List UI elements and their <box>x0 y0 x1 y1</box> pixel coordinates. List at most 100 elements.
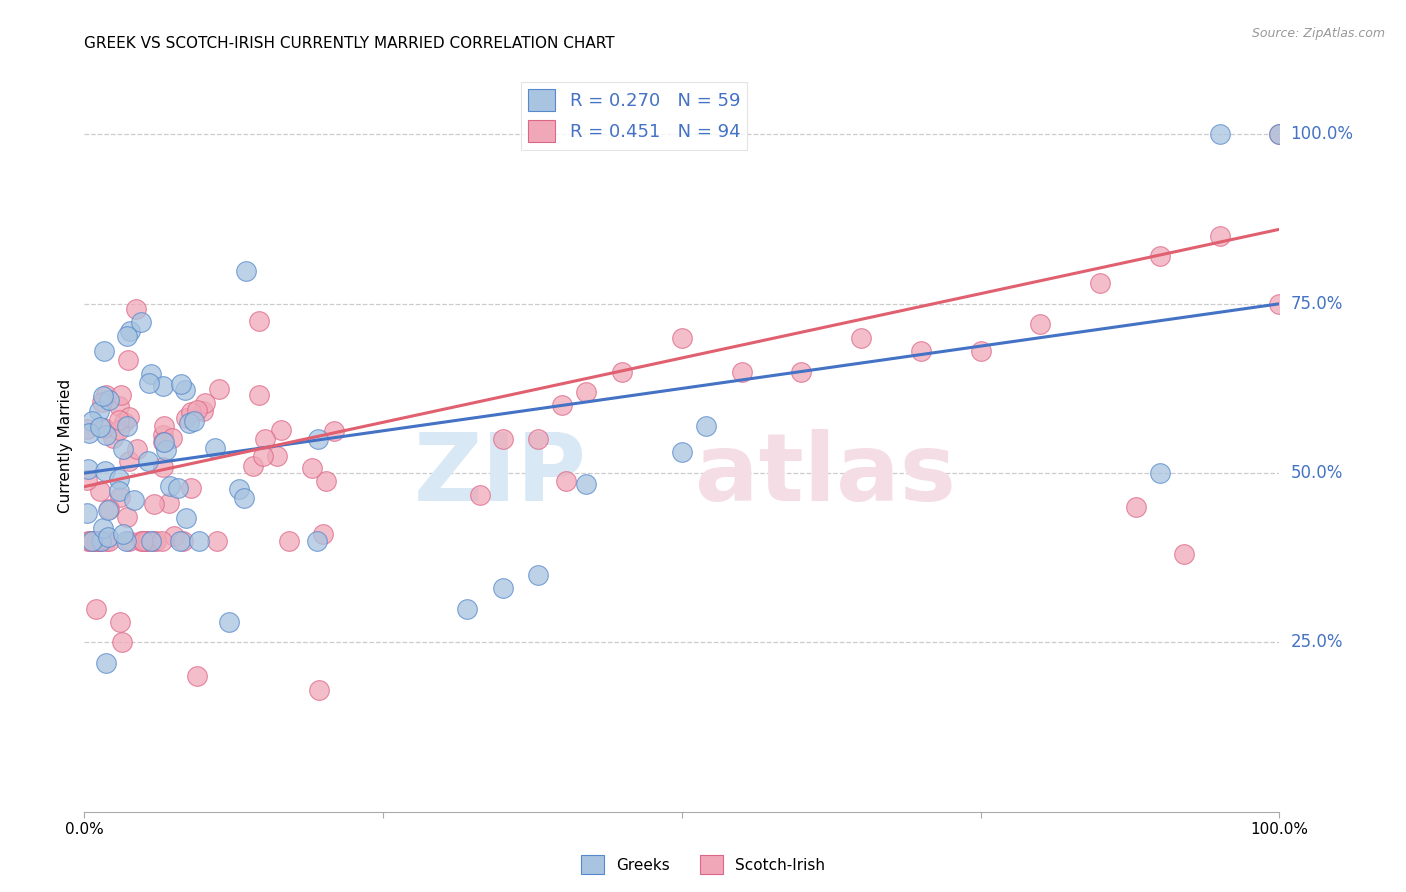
Point <box>115 418 138 433</box>
Point <box>120 324 142 338</box>
Point <box>94 428 117 442</box>
Point <box>1125 500 1147 514</box>
Point <box>117 509 139 524</box>
Point <box>108 400 131 414</box>
Point <box>253 432 276 446</box>
Point <box>169 533 191 548</box>
Point <box>77 425 100 440</box>
Point <box>79 533 101 548</box>
Point <box>671 444 693 458</box>
Point <box>117 353 139 368</box>
Point <box>163 528 186 542</box>
Point <box>110 615 132 629</box>
Point <box>152 435 174 450</box>
Point <box>141 533 163 548</box>
Point <box>103 431 125 445</box>
Point <box>527 432 550 446</box>
Legend: Greeks, Scotch-Irish: Greeks, Scotch-Irish <box>575 849 831 880</box>
Point <box>194 396 217 410</box>
Text: ZIP: ZIP <box>413 429 586 521</box>
Point <box>551 398 574 412</box>
Point <box>218 615 240 629</box>
Point <box>970 344 993 359</box>
Point <box>575 384 598 399</box>
Point <box>125 302 148 317</box>
Point <box>152 379 174 393</box>
Point <box>1268 297 1291 311</box>
Point <box>77 533 100 548</box>
Point <box>108 491 131 505</box>
Point <box>1029 317 1052 331</box>
Point <box>731 364 754 378</box>
Point <box>139 368 162 382</box>
Point <box>108 483 131 498</box>
Point <box>1090 277 1112 291</box>
Point <box>86 533 108 548</box>
Point <box>910 344 932 359</box>
Point <box>82 533 104 548</box>
Point <box>492 581 515 595</box>
Text: 25.0%: 25.0% <box>1291 633 1343 651</box>
Point <box>97 503 120 517</box>
Point <box>108 413 131 427</box>
Point <box>179 416 201 430</box>
Point <box>91 521 114 535</box>
Point <box>308 682 330 697</box>
Point <box>208 382 231 396</box>
Text: 50.0%: 50.0% <box>1291 464 1343 482</box>
Point <box>118 409 141 424</box>
Point <box>252 449 274 463</box>
Point <box>89 483 111 498</box>
Point <box>94 656 117 670</box>
Point <box>132 533 155 548</box>
Point <box>162 431 184 445</box>
Text: atlas: atlas <box>695 429 956 521</box>
Point <box>1149 466 1171 480</box>
Point <box>108 472 131 486</box>
Point <box>91 395 114 409</box>
Point <box>278 533 301 548</box>
Point <box>129 315 152 329</box>
Point <box>470 488 492 502</box>
Point <box>152 460 174 475</box>
Point <box>527 567 550 582</box>
Point <box>266 449 288 463</box>
Point <box>1149 249 1171 263</box>
Point <box>142 533 165 548</box>
Point <box>135 533 157 548</box>
Point <box>86 533 108 548</box>
Point <box>152 427 174 442</box>
Point <box>575 477 598 491</box>
Point <box>76 461 98 475</box>
Point <box>247 314 270 328</box>
Point <box>492 432 515 446</box>
Point <box>89 533 111 548</box>
Point <box>134 533 156 548</box>
Point <box>91 389 114 403</box>
Point <box>136 454 159 468</box>
Point <box>117 454 139 468</box>
Point <box>155 443 177 458</box>
Point <box>312 527 335 541</box>
Point <box>145 533 167 548</box>
Point <box>174 411 197 425</box>
Point <box>180 481 202 495</box>
Point <box>1268 128 1291 142</box>
Point <box>97 531 120 545</box>
Point <box>107 424 129 438</box>
Point <box>170 377 193 392</box>
Point <box>84 533 107 548</box>
Point <box>143 497 166 511</box>
Point <box>1173 547 1195 561</box>
Point <box>270 423 292 437</box>
Point <box>111 635 134 649</box>
Point <box>118 533 141 548</box>
Point <box>82 533 104 548</box>
Point <box>93 421 115 435</box>
Point <box>186 403 208 417</box>
Point <box>110 388 132 402</box>
Point <box>176 511 198 525</box>
Point <box>153 435 176 450</box>
Point <box>456 601 478 615</box>
Point <box>97 393 120 408</box>
